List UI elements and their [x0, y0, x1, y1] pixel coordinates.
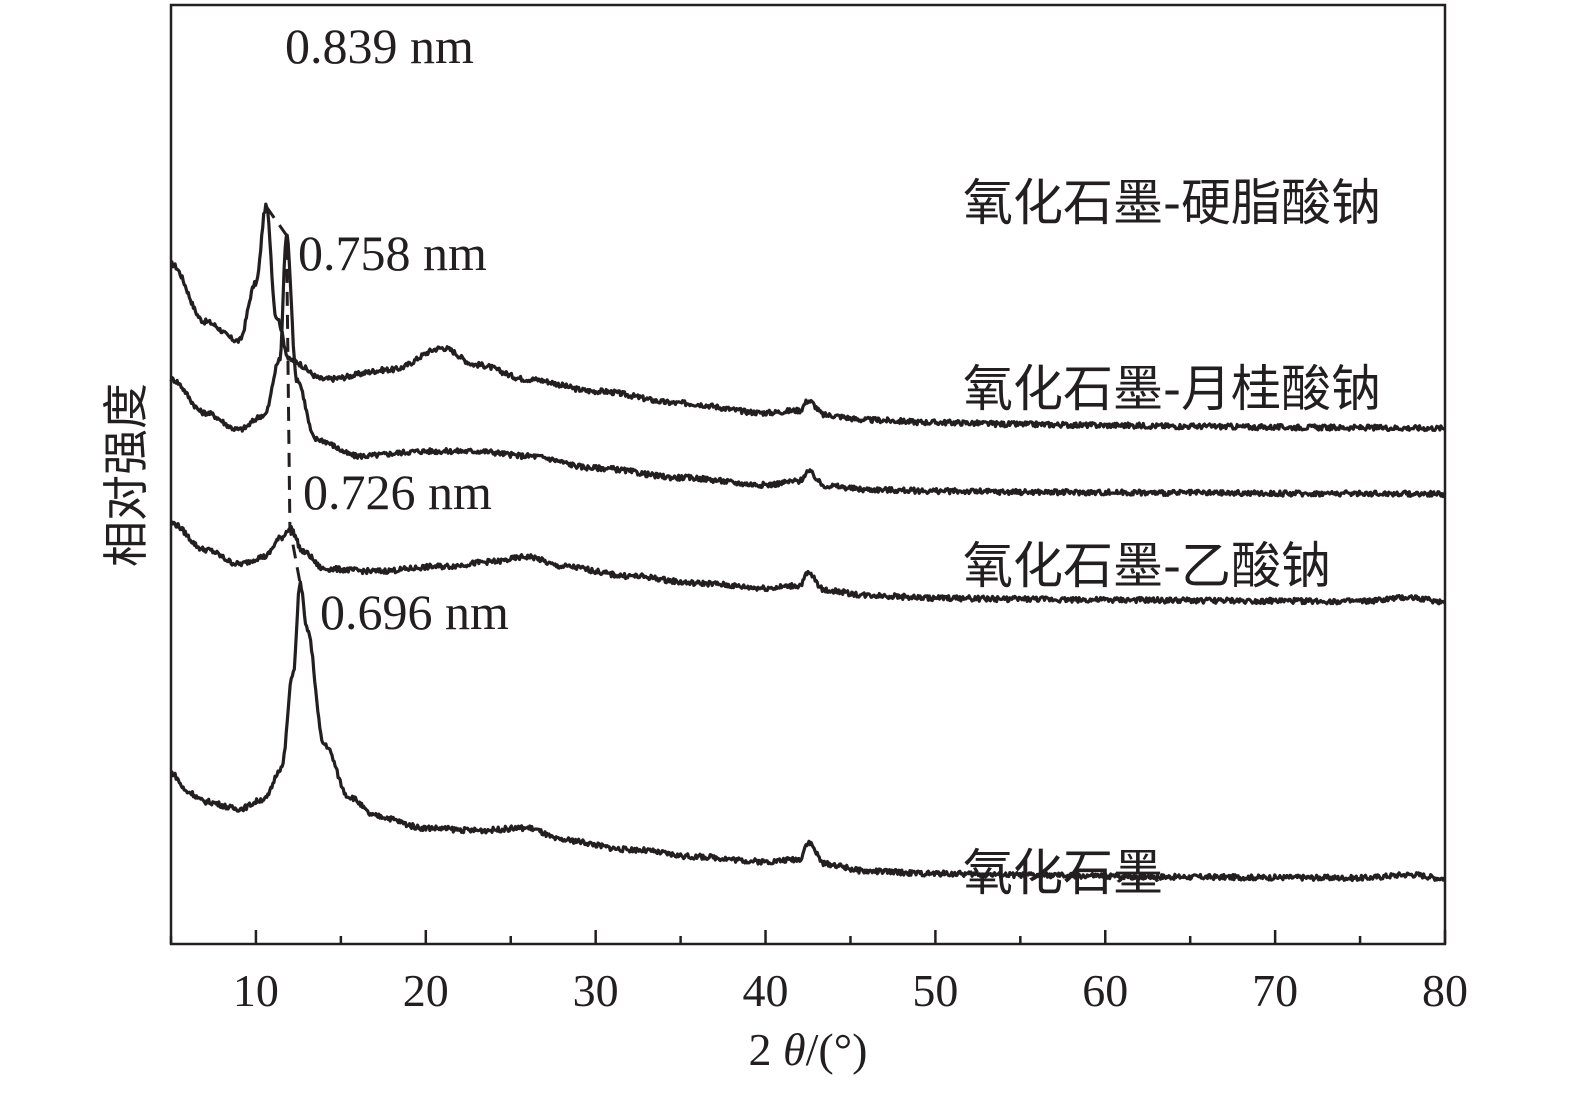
series-traces	[169, 202, 1447, 883]
peak-guide-line	[264, 205, 302, 584]
x-tick-label: 20	[403, 965, 449, 1016]
series-labels: 0.839 nm 氧化石墨-硬脂酸钠 0.758 nm 氧化石墨-月桂酸钠 0.726 …	[285, 18, 1381, 902]
theta-symbol: θ	[783, 1024, 806, 1075]
series-trace	[169, 520, 1447, 606]
x-axis-title-text: 2	[749, 1024, 772, 1075]
series-name-label: 氧化石墨-硬脂酸钠	[963, 174, 1381, 232]
series-name-label: 氧化石墨-乙酸钠	[963, 537, 1331, 595]
x-tick-label: 10	[233, 965, 279, 1016]
peak-annotation: 0.839 nm	[285, 18, 474, 74]
x-axis-title: 2 θ/(°)	[749, 1024, 868, 1075]
y-axis-title: 相对强度	[101, 383, 152, 567]
series-trace	[169, 233, 1447, 499]
x-tick-label: 60	[1082, 965, 1128, 1016]
x-tick-label: 80	[1422, 965, 1468, 1016]
x-axis-ticks: 10 20 30 40 50 60 70 80	[169, 930, 1468, 1016]
series-name-label: 氧化石墨	[963, 844, 1163, 902]
peak-annotation: 0.726 nm	[303, 464, 492, 520]
peak-guide	[264, 205, 302, 584]
x-tick-label: 30	[573, 965, 619, 1016]
peak-annotation: 0.696 nm	[320, 584, 509, 640]
plot-frame	[169, 3, 1447, 946]
x-tick-label: 50	[912, 965, 958, 1016]
peak-annotation: 0.758 nm	[298, 225, 487, 281]
series-name-label: 氧化石墨-月桂酸钠	[963, 360, 1381, 418]
x-tick-label: 70	[1252, 965, 1298, 1016]
series-trace	[170, 202, 1446, 433]
x-tick-label: 40	[743, 965, 789, 1016]
x-axis-title-unit: /(°)	[806, 1024, 868, 1075]
series-trace	[170, 580, 1446, 883]
